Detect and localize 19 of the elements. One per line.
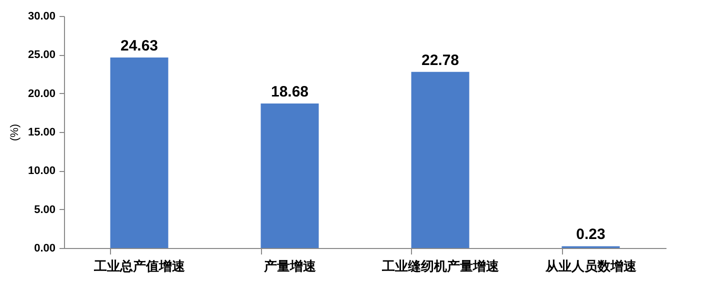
y-tick-label: 20.00 xyxy=(28,88,56,100)
y-tick-label: 30.00 xyxy=(28,10,56,22)
data-label: 18.68 xyxy=(270,84,309,101)
data-label: 24.63 xyxy=(120,38,158,55)
y-tick-label: 5.00 xyxy=(34,204,56,216)
y-tick-label: 0.00 xyxy=(34,242,56,254)
bar xyxy=(260,104,319,248)
y-tick-label: 10.00 xyxy=(28,165,56,178)
bar xyxy=(110,58,168,248)
x-tick-label: 工业缝纫机产量增速 xyxy=(380,258,500,274)
y-tick-label: 15.00 xyxy=(28,126,56,138)
data-label: 22.78 xyxy=(421,52,460,69)
bar xyxy=(411,72,470,248)
x-tick-label: 工业总产值增速 xyxy=(92,258,186,274)
y-axis-title: (%) xyxy=(8,124,21,142)
x-tick-label: 从业人员数增速 xyxy=(544,258,638,274)
x-tick-label: 产量增速 xyxy=(262,258,317,274)
data-label: 0.23 xyxy=(576,226,606,244)
y-tick-label: 25.00 xyxy=(28,49,56,62)
